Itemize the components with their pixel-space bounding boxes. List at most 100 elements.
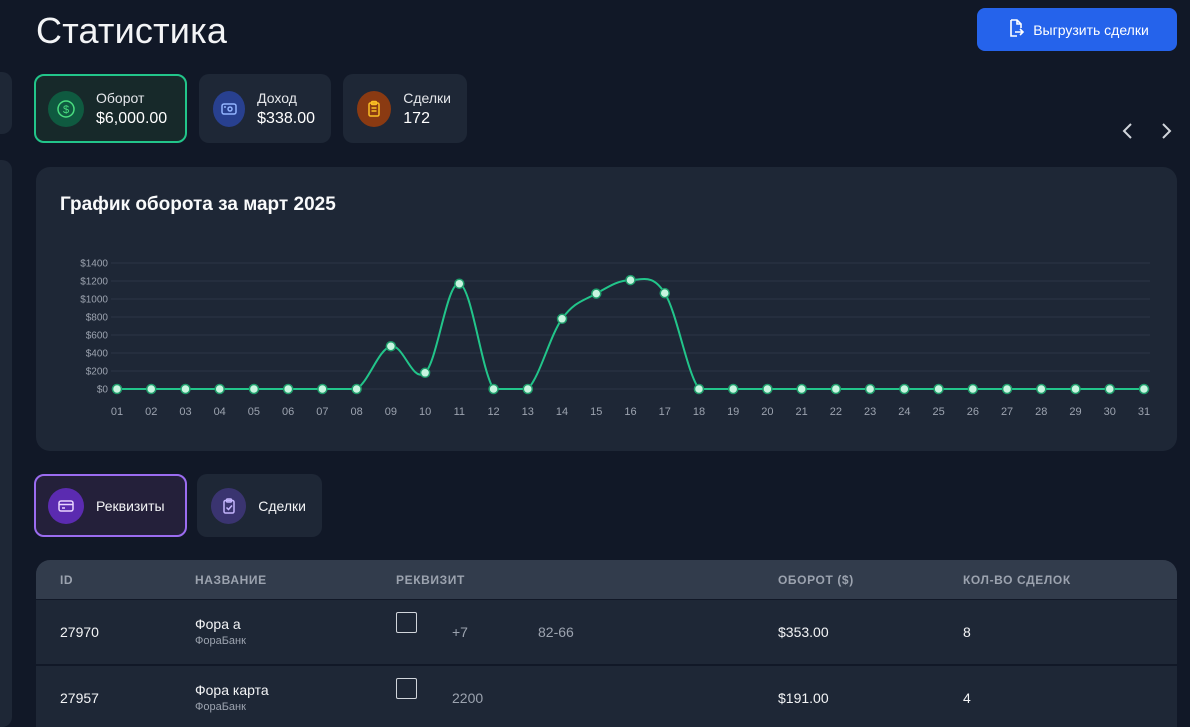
th-name: НАЗВАНИЕ — [195, 573, 267, 587]
data-point — [317, 383, 328, 395]
x-tick-label: 04 — [214, 406, 226, 418]
th-deals: КОЛ-ВО СДЕЛОК — [963, 573, 1071, 587]
data-point — [967, 383, 979, 395]
x-tick-label: 02 — [145, 406, 157, 418]
data-point — [248, 383, 260, 395]
data-point — [625, 274, 636, 286]
stat-label: Оборот — [96, 89, 145, 106]
th-id: ID — [60, 573, 74, 587]
x-tick-label: 30 — [1104, 406, 1116, 418]
x-tick-label: 10 — [419, 406, 431, 418]
chart-title: График оборота за март 2025 — [60, 194, 336, 215]
x-tick-label: 31 — [1138, 406, 1150, 418]
data-point — [659, 287, 670, 299]
stat-card-income[interactable]: Доход $338.00 — [199, 74, 331, 143]
carousel-nav — [1118, 120, 1176, 142]
data-point — [454, 278, 465, 289]
card-icon — [48, 487, 84, 524]
stat-value: 172 — [403, 109, 430, 127]
requisite-checkbox[interactable] — [396, 612, 417, 633]
cell-turnover: $191.00 — [778, 690, 829, 706]
y-tick-label: $1000 — [80, 295, 108, 306]
cell-name: Фора а — [195, 616, 241, 632]
tab-deals[interactable]: Сделки — [197, 474, 322, 537]
stat-card-turnover[interactable]: $ Оборот $6,000.00 — [34, 74, 187, 143]
cell-id: 27957 — [60, 690, 99, 706]
turnover-chart-card: График оборота за март 2025 $0 $200 $400 $6… — [36, 167, 1177, 451]
data-point — [385, 341, 397, 352]
cell-deals: 8 — [963, 624, 971, 640]
x-tick-label: 17 — [659, 406, 671, 418]
export-file-icon — [1005, 18, 1025, 41]
sidebar-edge — [0, 72, 12, 134]
section-tabs: Реквизиты Сделки — [34, 474, 322, 537]
data-point — [796, 383, 807, 395]
stat-value: $6,000.00 — [96, 109, 168, 127]
data-point — [727, 383, 739, 395]
x-tick-label: 25 — [932, 406, 944, 418]
data-point — [762, 383, 773, 395]
export-deals-label: Выгрузить сделки — [1033, 21, 1149, 38]
y-tick-label: $200 — [86, 367, 109, 378]
data-point — [488, 383, 499, 395]
export-deals-button[interactable]: Выгрузить сделки — [977, 8, 1177, 51]
table-row[interactable]: 27970 Фора а ФораБанк +7 82-66 $353.00 8 — [36, 599, 1177, 664]
dollar-icon: $ — [48, 90, 84, 127]
x-tick-label: 27 — [1001, 406, 1013, 418]
th-turnover: ОБОРОТ ($) — [778, 573, 854, 587]
data-point — [522, 383, 534, 395]
table-row[interactable]: 27957 Фора карта ФораБанк 2200 $191.00 4 — [36, 664, 1177, 727]
stat-label: Сделки — [403, 89, 451, 106]
y-tick-label: $800 — [86, 313, 109, 324]
stat-value: $338.00 — [257, 109, 315, 127]
x-tick-label: 19 — [727, 406, 739, 418]
data-point — [111, 383, 123, 395]
x-tick-label: 21 — [796, 406, 808, 418]
cell-requisite-part: 2200 — [452, 690, 484, 706]
stat-card-deals[interactable]: Сделки 172 — [343, 74, 467, 143]
data-point — [1001, 383, 1013, 395]
cell-deals: 4 — [963, 690, 971, 706]
chevron-left-icon[interactable] — [1118, 120, 1136, 142]
x-tick-label: 01 — [111, 406, 123, 418]
tab-requisites[interactable]: Реквизиты — [34, 474, 187, 537]
data-point — [214, 383, 225, 395]
cell-requisite-part: 82-66 — [538, 624, 574, 640]
x-tick-label: 15 — [590, 406, 602, 418]
data-point — [830, 383, 842, 395]
x-tick-label: 07 — [316, 406, 328, 418]
x-tick-label: 06 — [282, 406, 294, 418]
data-point — [591, 288, 602, 299]
data-point — [1104, 383, 1116, 395]
x-tick-label: 24 — [898, 406, 910, 418]
requisite-checkbox[interactable] — [396, 678, 417, 699]
x-tick-label: 16 — [624, 406, 636, 418]
y-tick-label: $0 — [97, 385, 109, 396]
cell-requisite-part: +7 — [452, 624, 468, 640]
data-point — [864, 383, 876, 395]
y-tick-label: $400 — [86, 349, 109, 360]
cell-bank: ФораБанк — [195, 701, 246, 713]
data-point — [419, 367, 431, 379]
cell-bank: ФораБанк — [195, 635, 246, 647]
page-title: Статистика — [36, 10, 228, 51]
chevron-right-icon[interactable] — [1158, 120, 1176, 142]
x-tick-label: 08 — [351, 406, 363, 418]
stat-cards: $ Оборот $6,000.00 Доход $338.00 Сделки … — [34, 74, 467, 143]
x-tick-label: 22 — [830, 406, 842, 418]
data-point — [899, 383, 910, 395]
x-tick-label: 14 — [556, 406, 568, 418]
data-point — [1036, 383, 1047, 395]
cell-name: Фора карта — [195, 682, 269, 698]
turnover-line-chart: $0 $200 $400 $600 $800 $1000 $1200 $1400 01 02 03 0… — [80, 259, 1150, 419]
data-point — [180, 383, 191, 395]
x-tick-label: 26 — [967, 406, 979, 418]
x-tick-label: 28 — [1035, 406, 1047, 418]
data-point — [351, 383, 362, 395]
turnover-series-line — [117, 278, 1144, 390]
data-point — [1138, 383, 1150, 395]
clipboard-check-icon — [211, 487, 247, 524]
x-tick-label: 23 — [864, 406, 876, 418]
data-point — [145, 383, 157, 395]
svg-text:$: $ — [63, 104, 69, 116]
